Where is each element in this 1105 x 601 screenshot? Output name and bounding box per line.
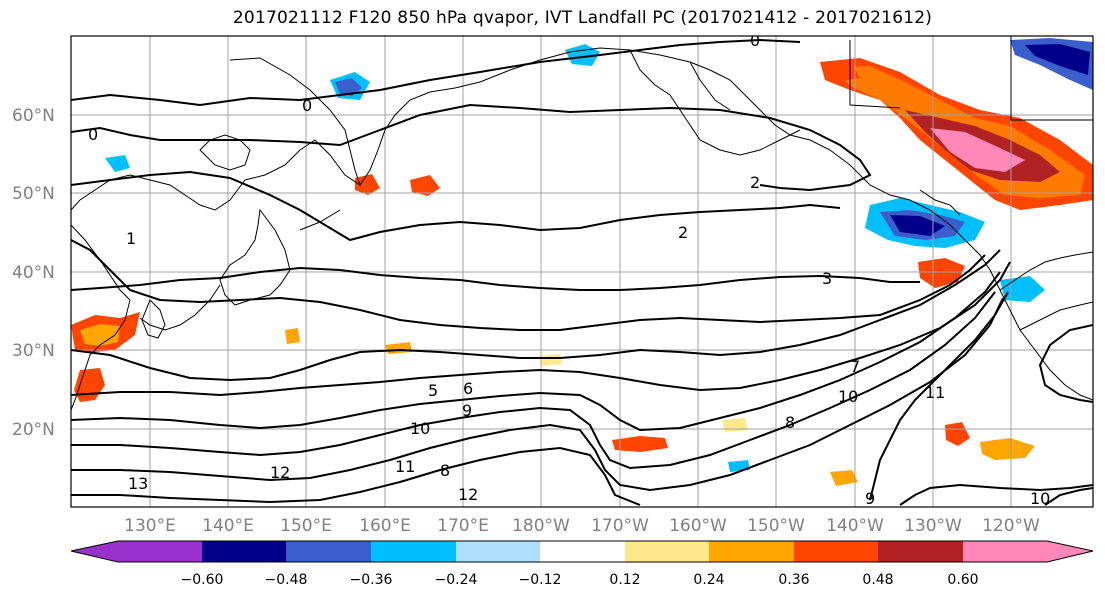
anomaly-fill [71, 38, 1093, 486]
contour-label: 5 [428, 381, 438, 400]
colorbar-segment [71, 541, 118, 562]
lon-label: 150°W [747, 516, 805, 536]
colorbar-segment [371, 541, 457, 562]
colorbar-tick-label: 0.36 [778, 572, 809, 588]
lon-label: 120°W [982, 516, 1040, 536]
map-title: 2017021112 F120 850 hPa qvapor, IVT Land… [232, 8, 933, 28]
colorbar-tick-label: −0.48 [265, 572, 308, 588]
lat-label: 40°N [12, 263, 55, 283]
lat-label: 60°N [12, 106, 55, 126]
contour-label: 12 [270, 463, 290, 482]
colorbar-segment [709, 541, 795, 562]
coastlines [71, 36, 1093, 411]
contour-label: 2 [678, 223, 688, 242]
map-border [70, 35, 1094, 508]
lon-label: 180°W [512, 516, 570, 536]
longitude-labels: 130°E 140°E 150°E 160°E 170°E 180°W 170°… [124, 516, 1040, 536]
lon-label: 130°E [124, 516, 176, 536]
lon-label: 170°W [591, 516, 649, 536]
colorbar-segment [117, 541, 203, 562]
colorbar-segment [540, 541, 626, 562]
lon-label: 140°E [202, 516, 254, 536]
colorbar-tick-label: −0.36 [350, 572, 393, 588]
colorbar-tick-label: −0.24 [435, 572, 478, 588]
contour-label: 11 [395, 457, 415, 476]
contour-label: 0 [302, 96, 312, 115]
contour-label: 2 [750, 173, 760, 192]
lon-label: 160°W [669, 516, 727, 536]
lon-label: 130°W [904, 516, 962, 536]
colorbar-tick-label: 0.12 [609, 572, 640, 588]
contour-label: 8 [785, 413, 795, 432]
colorbar-segment [456, 541, 541, 562]
colorbar-segment [286, 541, 372, 562]
lon-label: 170°E [437, 516, 489, 536]
lat-label: 30°N [12, 341, 55, 361]
contour-label-group: 0 0 0 1 2 2 3 5 6 7 8 9 10 10 11 12 13 1… [88, 31, 1050, 508]
lon-label: 150°E [280, 516, 332, 536]
lat-lon-gridlines [71, 36, 1093, 507]
colorbar-tick-label: −0.60 [181, 572, 224, 588]
contour-label: 0 [750, 31, 760, 50]
contour-label: 10 [1030, 489, 1050, 508]
lon-label: 140°W [826, 516, 884, 536]
contour-label: 3 [822, 269, 832, 288]
contour-label: 9 [865, 489, 875, 508]
contour-label: 12 [458, 485, 478, 504]
colorbar-segment [202, 541, 287, 562]
colorbar-segment [963, 541, 1048, 562]
latitude-labels: 60°N 50°N 40°N 30°N 20°N [12, 106, 55, 440]
lon-label: 160°E [359, 516, 411, 536]
colorbar-segment [878, 541, 964, 562]
contour-label: 10 [410, 419, 430, 438]
colorbar [70, 540, 1094, 563]
contour-label: 8 [440, 461, 450, 480]
contour-label: 7 [850, 357, 860, 376]
colorbar-tick-label: 0.48 [862, 572, 893, 588]
contour-label: 13 [128, 474, 148, 493]
colorbar-segment [1047, 541, 1093, 562]
colorbar-tick-labels: −0.60 −0.48 −0.36 −0.24 −0.12 0.12 0.24 … [181, 572, 979, 588]
colorbar-tick-label: 0.24 [693, 572, 724, 588]
lat-label: 20°N [12, 420, 55, 440]
colorbar-tick-label: 0.60 [947, 572, 978, 588]
contour-lines [71, 38, 1093, 506]
contour-label: 9 [462, 401, 472, 420]
contour-label: 0 [88, 125, 98, 144]
contour-label: 6 [463, 379, 473, 398]
contour-label: 11 [925, 383, 945, 402]
lat-label: 50°N [12, 184, 55, 204]
contour-label: 1 [126, 229, 136, 248]
colorbar-tick-label: −0.12 [519, 572, 562, 588]
contour-label: 10 [838, 387, 858, 406]
colorbar-segment [625, 541, 710, 562]
colorbar-segment [794, 541, 879, 562]
